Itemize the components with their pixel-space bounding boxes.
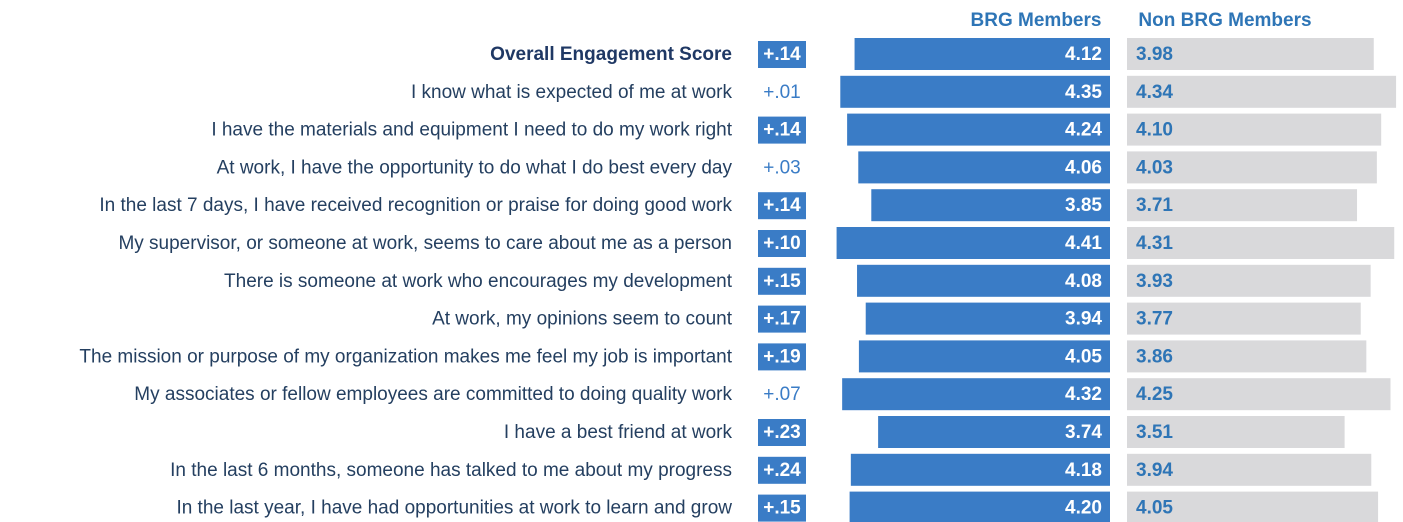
difference-label: +.15 [763, 271, 801, 292]
bar [840, 75, 1110, 108]
bar [878, 416, 1110, 448]
difference-label: +.17 [763, 309, 801, 330]
value-label: 4.03 [1136, 157, 1173, 178]
difference-label: +.07 [763, 384, 801, 405]
value-label: 4.20 [1065, 498, 1102, 519]
bar [1127, 151, 1377, 184]
difference-highlight [758, 230, 806, 257]
bar [1127, 75, 1397, 108]
value-label: 4.31 [1136, 233, 1173, 254]
bar [1127, 491, 1379, 522]
difference-highlight [758, 494, 806, 522]
difference-highlight [758, 419, 806, 446]
bar [1127, 453, 1372, 486]
category-label: I have a best friend at work [504, 422, 733, 443]
value-label: 3.71 [1136, 195, 1173, 216]
category-label: I know what is expected of me at work [411, 82, 733, 103]
difference-label: +.10 [763, 233, 801, 254]
value-label: 4.32 [1065, 384, 1102, 405]
value-label: 3.85 [1065, 195, 1102, 216]
value-label: 3.51 [1136, 422, 1173, 443]
difference-label: +.01 [763, 82, 801, 103]
value-label: 4.35 [1065, 82, 1102, 103]
difference-label: +.24 [763, 460, 801, 481]
difference-highlight [758, 192, 806, 220]
legend-label: BRG Members [971, 10, 1102, 31]
value-label: 4.08 [1065, 271, 1102, 292]
bar [858, 151, 1110, 184]
bar [854, 38, 1110, 70]
difference-highlight [758, 267, 806, 295]
category-label: At work, my opinions seem to count [432, 309, 733, 330]
bar [858, 340, 1110, 373]
category-label: There is someone at work who encourages … [224, 271, 733, 292]
value-label: 4.05 [1136, 498, 1173, 519]
bar [849, 491, 1110, 522]
value-label: 4.06 [1065, 157, 1102, 178]
difference-label: +.03 [763, 157, 801, 178]
bar [1127, 189, 1358, 222]
difference-label: +.19 [763, 346, 801, 367]
value-label: 3.98 [1136, 44, 1173, 65]
value-label: 4.18 [1065, 460, 1102, 481]
difference-label: +.14 [763, 195, 801, 216]
difference-label: +.14 [763, 120, 801, 141]
bar [857, 264, 1110, 297]
value-label: 4.41 [1065, 233, 1102, 254]
bar [1127, 113, 1382, 146]
bar [1127, 302, 1361, 335]
bar [836, 227, 1110, 259]
difference-highlight [758, 343, 806, 371]
value-label: 3.74 [1065, 422, 1102, 443]
value-label: 3.93 [1136, 271, 1173, 292]
value-label: 4.12 [1065, 44, 1102, 65]
value-label: 4.34 [1136, 82, 1173, 103]
value-label: 4.05 [1065, 346, 1102, 367]
category-label: At work, I have the opportunity to do wh… [217, 157, 733, 178]
bar [1127, 340, 1367, 373]
bar [1127, 378, 1391, 411]
difference-highlight [758, 116, 806, 144]
legend-label: Non BRG Members [1138, 10, 1311, 31]
category-label: In the last 6 months, someone has talked… [170, 460, 732, 481]
category-label: Overall Engagement Score [490, 44, 732, 65]
category-label: I have the materials and equipment I nee… [211, 120, 732, 141]
bar [847, 113, 1110, 146]
difference-label: +.15 [763, 498, 801, 519]
difference-label: +.23 [763, 422, 801, 443]
bar [1127, 38, 1374, 70]
category-label: In the last year, I have had opportuniti… [176, 498, 732, 519]
difference-highlight [758, 41, 806, 68]
value-label: 4.25 [1136, 384, 1173, 405]
value-label: 3.94 [1065, 309, 1102, 330]
difference-label: +.14 [763, 44, 801, 65]
bar [871, 189, 1110, 222]
value-label: 3.77 [1136, 309, 1173, 330]
difference-highlight [758, 305, 806, 333]
category-label: My supervisor, or someone at work, seems… [118, 233, 732, 254]
value-label: 3.86 [1136, 346, 1173, 367]
bar [1127, 416, 1345, 448]
bar [865, 302, 1110, 335]
category-label: In the last 7 days, I have received reco… [99, 195, 732, 216]
bar [842, 378, 1110, 411]
category-label: The mission or purpose of my organizatio… [79, 346, 732, 367]
bar [1127, 264, 1371, 297]
difference-highlight [758, 456, 806, 484]
category-label: My associates or fellow employees are co… [134, 384, 732, 405]
bar [850, 453, 1110, 486]
value-label: 3.94 [1136, 460, 1173, 481]
value-label: 4.24 [1065, 120, 1102, 141]
value-label: 4.10 [1136, 120, 1173, 141]
bar [1127, 227, 1395, 259]
